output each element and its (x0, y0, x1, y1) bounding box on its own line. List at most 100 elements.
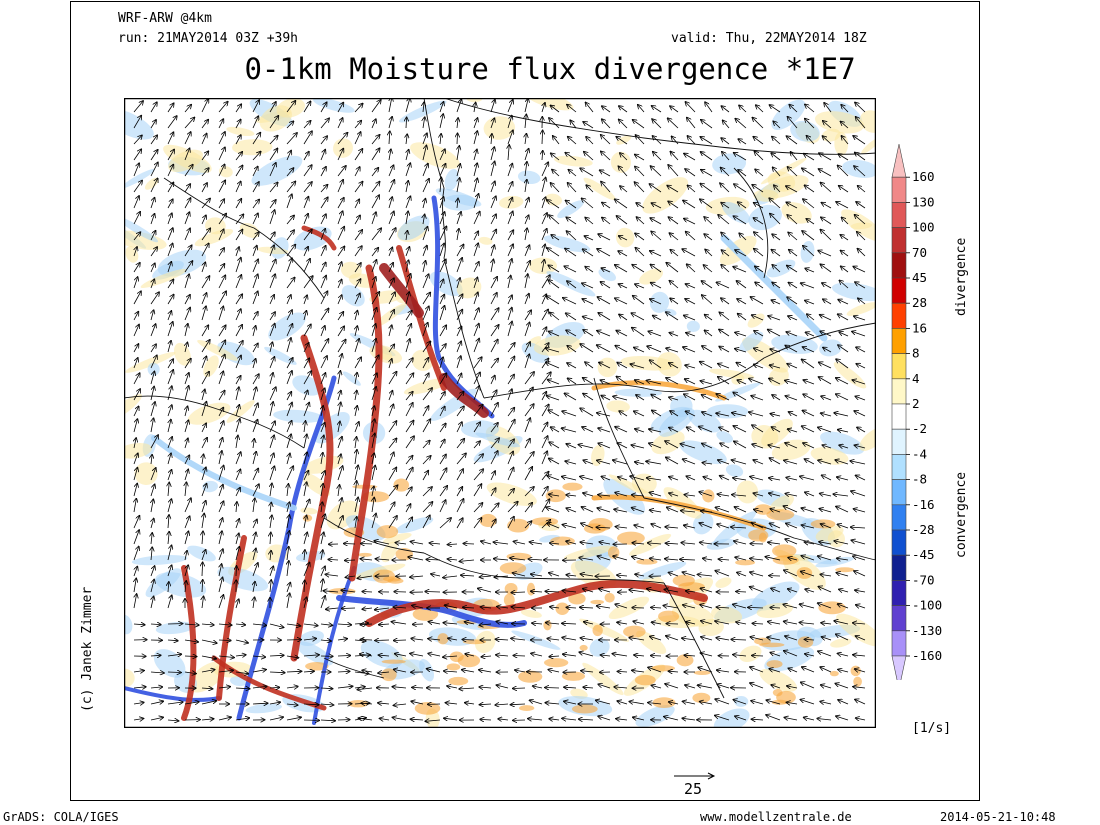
wind-vector (406, 134, 407, 145)
wind-vector (568, 183, 577, 193)
wind-vector (406, 150, 409, 161)
field-band (439, 373, 489, 418)
field-patch (518, 670, 543, 683)
wind-vector (770, 105, 781, 113)
wind-vector (773, 167, 781, 177)
wind-vector (320, 167, 326, 177)
wind-vector (756, 105, 764, 113)
wind-vector (597, 249, 611, 257)
field-patch (448, 676, 469, 686)
field-patch (692, 692, 711, 703)
field-patch (564, 545, 614, 560)
wind-vector (704, 217, 713, 225)
colorbar-tick-label: -2 (912, 421, 927, 436)
wind-vector (337, 180, 343, 193)
wind-vector (218, 640, 231, 641)
wind-vector (667, 186, 679, 193)
wind-vector (389, 98, 392, 113)
wind-vector (789, 105, 798, 113)
wind-vector (507, 116, 512, 129)
wind-vector (337, 149, 343, 161)
wind-vector (637, 217, 645, 225)
wind-vector (269, 245, 274, 257)
wind-vector (771, 153, 781, 161)
wind-vector (473, 179, 477, 193)
wind-vector (252, 100, 259, 113)
field-patch (604, 592, 615, 603)
wind-vector (788, 117, 798, 129)
colorbar-swatch (891, 529, 907, 556)
wind-vector (650, 184, 662, 193)
field-patch (414, 701, 441, 715)
wind-vector (464, 544, 475, 545)
field-patch (553, 155, 593, 167)
wind-vector (167, 199, 173, 209)
wind-vector (342, 608, 356, 609)
wind-vector (602, 218, 611, 225)
wind-vector (184, 212, 189, 225)
colorbar-tick-label: 45 (912, 270, 927, 285)
wind-vector (354, 132, 361, 145)
colorbar-swatch (891, 630, 907, 657)
wind-vector (167, 228, 173, 241)
wind-vector (841, 235, 849, 241)
chart-title: 0-1km Moisture flux divergence *1E7 (244, 52, 856, 86)
wind-vector (525, 115, 526, 129)
field-patch (734, 696, 749, 707)
colorbar-tick-label: -45 (912, 547, 935, 562)
wind-vector (354, 199, 359, 209)
wind-vector (252, 200, 259, 209)
wind-vector (824, 103, 832, 113)
wind-vector (567, 105, 577, 113)
wind-vector (388, 197, 392, 209)
wind-vector (569, 170, 577, 177)
field-band (591, 494, 767, 531)
wind-vector (422, 164, 428, 177)
wind-vector (490, 118, 494, 129)
field-patch (716, 431, 733, 443)
wind-vector (541, 162, 548, 177)
field-patch (592, 624, 603, 637)
wind-vector (286, 101, 295, 113)
wind-vector (440, 134, 441, 145)
plot-frame (70, 1, 980, 801)
field-patch (606, 400, 630, 413)
wind-vector (345, 560, 356, 561)
wind-vector (551, 153, 560, 161)
wind-vector (184, 198, 191, 209)
field-patch (676, 654, 694, 667)
wind-vector (473, 212, 480, 225)
wind-vector (586, 103, 594, 113)
field-patch (736, 480, 759, 504)
wind-vector (854, 166, 866, 177)
field-patch (771, 99, 806, 130)
field-patch (395, 517, 434, 534)
wind-vector (463, 640, 475, 641)
wind-vector (167, 672, 181, 673)
wind-vector (541, 245, 545, 257)
wind-vector (704, 234, 713, 241)
field-patch (479, 513, 497, 527)
field-patch (589, 638, 610, 657)
wind-vector (456, 164, 460, 177)
field-patch (519, 705, 535, 712)
border-line (423, 97, 446, 259)
wind-vector (269, 116, 278, 129)
border-line (733, 167, 769, 279)
wind-vector (218, 102, 228, 113)
wind-vector (635, 233, 645, 241)
border-line (443, 257, 485, 399)
border-line (323, 657, 385, 679)
wind-vector (184, 165, 193, 177)
wind-vector (457, 229, 459, 241)
wind-vector (842, 136, 849, 145)
wind-vector (303, 152, 309, 161)
wind-vector (303, 197, 308, 209)
wind-vector (371, 100, 381, 113)
wind-vector (286, 121, 293, 129)
wind-vector (150, 135, 157, 145)
wind-vector (150, 247, 157, 257)
field-patch (478, 236, 493, 245)
wind-vector (320, 185, 327, 193)
field-patch (302, 514, 313, 522)
